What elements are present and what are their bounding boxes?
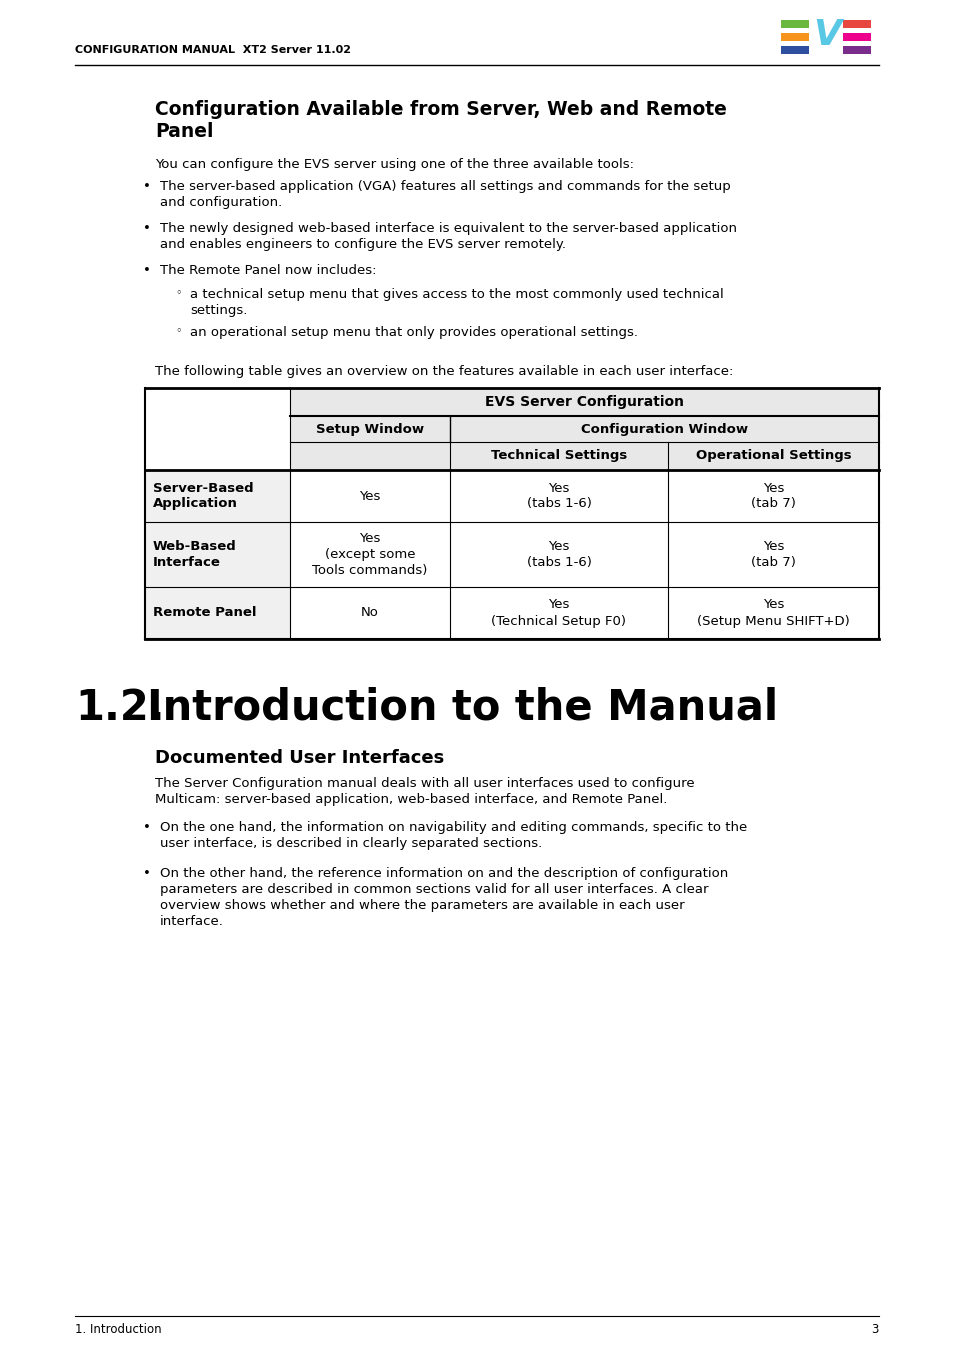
Text: 1.2.: 1.2. bbox=[75, 687, 165, 729]
Text: Application: Application bbox=[152, 498, 237, 510]
Text: Yes: Yes bbox=[548, 540, 569, 553]
Bar bbox=[145, 470, 290, 522]
Bar bbox=[781, 32, 808, 40]
Text: Tools commands): Tools commands) bbox=[312, 564, 427, 576]
Text: (Technical Setup F0): (Technical Setup F0) bbox=[491, 614, 626, 628]
Text: Yes: Yes bbox=[548, 598, 569, 612]
Bar bbox=[450, 416, 878, 441]
Bar bbox=[842, 20, 870, 28]
Text: •: • bbox=[143, 221, 151, 235]
Text: Server-Based: Server-Based bbox=[152, 482, 253, 494]
Text: The server-based application (VGA) features all settings and commands for the se: The server-based application (VGA) featu… bbox=[160, 180, 730, 193]
Text: Yes: Yes bbox=[548, 482, 569, 494]
Text: ◦: ◦ bbox=[174, 325, 181, 336]
Text: Remote Panel: Remote Panel bbox=[152, 606, 256, 620]
Bar bbox=[145, 587, 290, 639]
Text: Setup Window: Setup Window bbox=[315, 423, 424, 436]
Text: 3: 3 bbox=[871, 1323, 878, 1336]
Text: user interface, is described in clearly separated sections.: user interface, is described in clearly … bbox=[160, 837, 541, 850]
Text: CONFIGURATION MANUAL  XT2 Server 11.02: CONFIGURATION MANUAL XT2 Server 11.02 bbox=[75, 45, 351, 55]
Bar bbox=[781, 20, 808, 28]
Text: •: • bbox=[143, 265, 151, 277]
Bar bbox=[145, 522, 290, 587]
Bar bbox=[842, 46, 870, 54]
Text: ◦: ◦ bbox=[174, 288, 181, 298]
Text: and configuration.: and configuration. bbox=[160, 196, 282, 209]
Text: •: • bbox=[143, 821, 151, 834]
Bar bbox=[290, 416, 450, 441]
Text: •: • bbox=[143, 180, 151, 193]
Bar bbox=[290, 387, 878, 416]
Text: (tabs 1-6): (tabs 1-6) bbox=[526, 556, 591, 568]
Text: (Setup Menu SHIFT+D): (Setup Menu SHIFT+D) bbox=[697, 614, 849, 628]
Text: Multicam: server-based application, web-based interface, and Remote Panel.: Multicam: server-based application, web-… bbox=[154, 792, 667, 806]
Text: 1. Introduction: 1. Introduction bbox=[75, 1323, 161, 1336]
Text: an operational setup menu that only provides operational settings.: an operational setup menu that only prov… bbox=[190, 325, 638, 339]
Text: overview shows whether and where the parameters are available in each user: overview shows whether and where the par… bbox=[160, 899, 684, 913]
Text: a technical setup menu that gives access to the most commonly used technical: a technical setup menu that gives access… bbox=[190, 288, 723, 301]
Text: interface.: interface. bbox=[160, 915, 224, 927]
Text: (except some: (except some bbox=[324, 548, 415, 562]
Text: Introduction to the Manual: Introduction to the Manual bbox=[147, 687, 778, 729]
Text: V: V bbox=[812, 18, 841, 53]
Text: Operational Settings: Operational Settings bbox=[695, 450, 850, 463]
Text: Yes: Yes bbox=[762, 598, 783, 612]
Text: Documented User Interfaces: Documented User Interfaces bbox=[154, 749, 444, 767]
Text: The following table gives an overview on the features available in each user int: The following table gives an overview on… bbox=[154, 364, 733, 378]
Text: Panel: Panel bbox=[154, 122, 213, 140]
Bar bbox=[290, 441, 450, 470]
Bar bbox=[781, 46, 808, 54]
Text: On the one hand, the information on navigability and editing commands, specific : On the one hand, the information on navi… bbox=[160, 821, 746, 834]
Text: No: No bbox=[360, 606, 378, 620]
Text: EVS Server Configuration: EVS Server Configuration bbox=[484, 396, 683, 409]
Text: (tabs 1-6): (tabs 1-6) bbox=[526, 498, 591, 510]
Text: parameters are described in common sections valid for all user interfaces. A cle: parameters are described in common secti… bbox=[160, 883, 708, 896]
Bar bbox=[450, 441, 667, 470]
Text: On the other hand, the reference information on and the description of configura: On the other hand, the reference informa… bbox=[160, 867, 727, 880]
Text: (tab 7): (tab 7) bbox=[750, 556, 795, 568]
Text: Yes: Yes bbox=[762, 482, 783, 494]
Text: Configuration Window: Configuration Window bbox=[580, 423, 747, 436]
Text: The newly designed web-based interface is equivalent to the server-based applica: The newly designed web-based interface i… bbox=[160, 221, 737, 235]
Text: settings.: settings. bbox=[190, 304, 247, 317]
Bar bbox=[842, 32, 870, 40]
Text: Yes: Yes bbox=[359, 490, 380, 502]
Text: Interface: Interface bbox=[152, 556, 221, 568]
Text: Yes: Yes bbox=[762, 540, 783, 553]
Text: Web-Based: Web-Based bbox=[152, 540, 236, 553]
Text: (tab 7): (tab 7) bbox=[750, 498, 795, 510]
Text: Yes: Yes bbox=[359, 532, 380, 545]
Bar bbox=[667, 441, 878, 470]
Text: Configuration Available from Server, Web and Remote: Configuration Available from Server, Web… bbox=[154, 100, 726, 119]
Text: •: • bbox=[143, 867, 151, 880]
Text: You can configure the EVS server using one of the three available tools:: You can configure the EVS server using o… bbox=[154, 158, 634, 171]
Text: The Remote Panel now includes:: The Remote Panel now includes: bbox=[160, 265, 376, 277]
Text: Technical Settings: Technical Settings bbox=[491, 450, 626, 463]
Text: and enables engineers to configure the EVS server remotely.: and enables engineers to configure the E… bbox=[160, 238, 565, 251]
Text: The Server Configuration manual deals with all user interfaces used to configure: The Server Configuration manual deals wi… bbox=[154, 778, 694, 790]
